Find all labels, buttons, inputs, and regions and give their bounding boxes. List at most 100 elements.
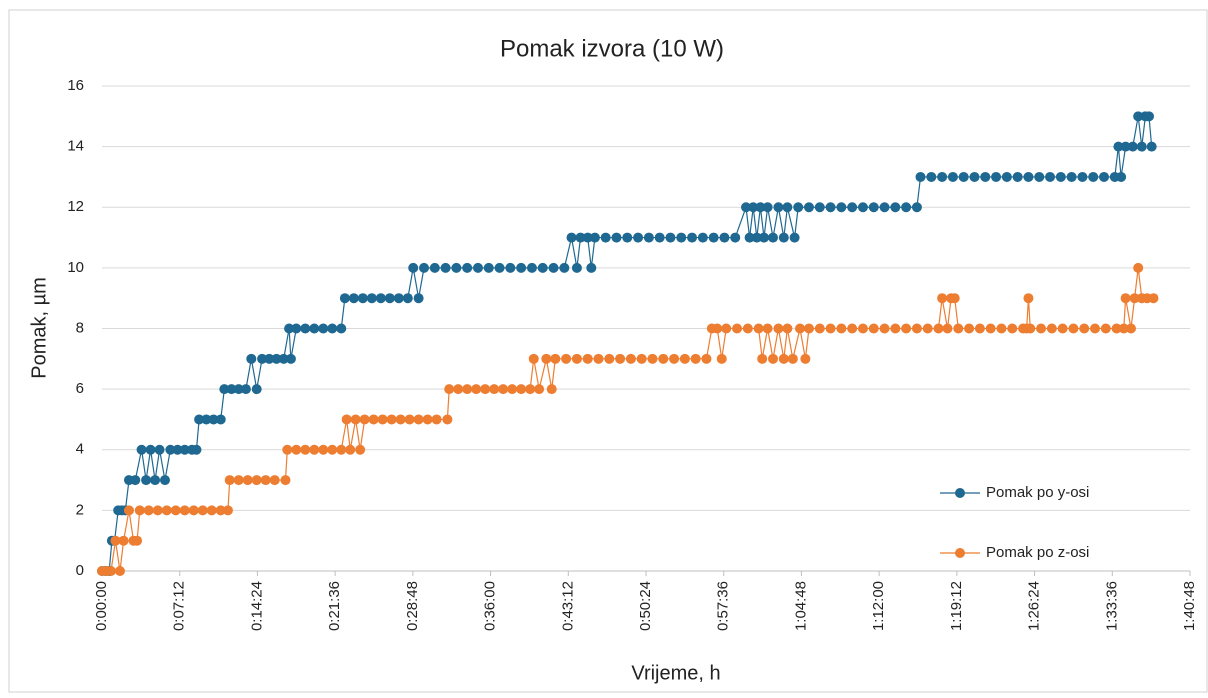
- data-point: [669, 353, 680, 364]
- y-tick-label: 10: [67, 259, 84, 276]
- data-point: [165, 444, 176, 455]
- legend-marker: [955, 488, 965, 498]
- data-point: [768, 353, 779, 364]
- data-point: [404, 414, 415, 425]
- data-point: [359, 414, 370, 425]
- data-point: [130, 475, 141, 486]
- y-tick-label: 14: [67, 138, 84, 155]
- data-point: [1046, 323, 1057, 334]
- x-tick-label: 0:57:36: [715, 581, 732, 631]
- y-tick-label: 2: [76, 501, 84, 518]
- data-point: [402, 293, 413, 304]
- data-point: [582, 353, 593, 364]
- data-point: [550, 353, 561, 364]
- data-point: [1079, 323, 1090, 334]
- data-point: [534, 384, 545, 395]
- data-point: [974, 323, 985, 334]
- data-point: [516, 384, 527, 395]
- data-point: [857, 323, 868, 334]
- data-point: [528, 353, 539, 364]
- data-point: [309, 323, 320, 334]
- data-point: [953, 323, 964, 334]
- data-point: [150, 475, 161, 486]
- data-point: [110, 535, 121, 546]
- data-point: [1007, 323, 1018, 334]
- data-point: [915, 171, 926, 182]
- data-point: [744, 232, 755, 243]
- data-point: [413, 293, 424, 304]
- data-point: [251, 384, 262, 395]
- data-point: [451, 262, 462, 273]
- data-point: [793, 202, 804, 213]
- data-point: [336, 444, 347, 455]
- data-point: [366, 293, 377, 304]
- data-point: [222, 505, 233, 516]
- data-point: [991, 171, 1002, 182]
- x-tick-label: 1:12:00: [870, 581, 887, 631]
- data-point: [327, 323, 338, 334]
- data-point: [857, 202, 868, 213]
- data-point: [350, 414, 361, 425]
- data-point: [318, 323, 329, 334]
- data-point: [278, 353, 289, 364]
- data-point: [593, 353, 604, 364]
- data-point: [172, 444, 183, 455]
- data-point: [170, 505, 181, 516]
- data-point: [600, 232, 611, 243]
- data-point: [748, 202, 759, 213]
- data-point: [269, 475, 280, 486]
- data-point: [377, 414, 388, 425]
- data-point: [575, 232, 586, 243]
- data-point: [643, 232, 654, 243]
- data-point: [1118, 323, 1129, 334]
- data-point: [742, 323, 753, 334]
- data-point: [462, 384, 473, 395]
- data-point: [215, 414, 226, 425]
- data-point: [215, 505, 226, 516]
- legend-marker: [955, 548, 965, 558]
- data-point: [676, 232, 687, 243]
- data-point: [716, 353, 727, 364]
- data-point: [868, 202, 879, 213]
- data-point: [559, 262, 570, 273]
- data-point: [1146, 141, 1157, 152]
- data-point: [901, 323, 912, 334]
- data-point: [911, 323, 922, 334]
- data-point: [942, 323, 953, 334]
- data-point: [285, 353, 296, 364]
- x-tick-label: 1:40:48: [1181, 581, 1198, 631]
- data-point: [773, 323, 784, 334]
- x-tick-label: 0:07:12: [171, 581, 188, 631]
- data-point: [836, 202, 847, 213]
- data-point: [879, 323, 890, 334]
- data-point: [348, 293, 359, 304]
- data-point: [1090, 323, 1101, 334]
- data-point: [114, 566, 125, 576]
- data-point: [1125, 323, 1136, 334]
- data-point: [413, 414, 424, 425]
- data-point: [300, 323, 311, 334]
- data-point: [571, 353, 582, 364]
- data-point: [825, 323, 836, 334]
- data-point: [721, 323, 732, 334]
- data-point: [1143, 111, 1154, 122]
- data-point: [537, 262, 548, 273]
- data-point: [251, 475, 262, 486]
- data-point: [937, 293, 948, 304]
- data-point: [789, 232, 800, 243]
- data-point: [105, 566, 116, 576]
- chart-frame: [8, 9, 1208, 693]
- data-point: [357, 293, 368, 304]
- x-tick-label: 1:04:48: [792, 581, 809, 631]
- data-point: [208, 414, 219, 425]
- data-point: [604, 353, 615, 364]
- data-point: [708, 232, 719, 243]
- data-point: [755, 202, 766, 213]
- data-point: [355, 444, 366, 455]
- data-point: [778, 353, 789, 364]
- data-point: [879, 202, 890, 213]
- y-axis-label: Pomak, µm: [28, 277, 50, 379]
- data-point: [472, 262, 483, 273]
- data-point: [1088, 171, 1099, 182]
- data-point: [1148, 293, 1159, 304]
